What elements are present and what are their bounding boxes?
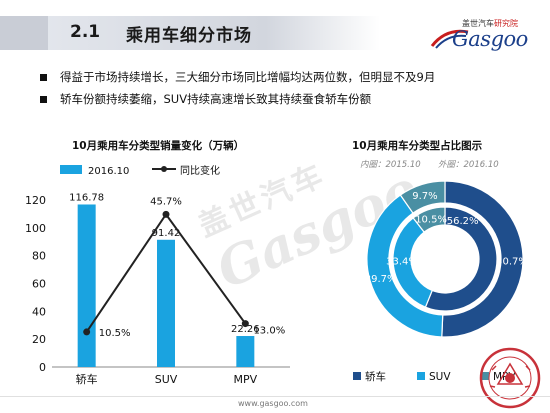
header-left-strip xyxy=(0,16,48,50)
line-value-label: 45.7% xyxy=(150,196,182,207)
outer-slice-label: 50.7% xyxy=(496,256,528,267)
y-tick-label: 20 xyxy=(32,333,46,346)
x-tick-label: 轿车 xyxy=(76,372,98,386)
legend-bar-swatch xyxy=(60,165,82,174)
bullet-item: 轿车份额持续萎缩，SUV持续高速增长致其持续蚕食轿车份额 xyxy=(40,88,435,110)
bar-value-label: 22.26 xyxy=(231,324,260,335)
logo-swoosh-icon xyxy=(430,29,469,49)
inner-slice-label: 10.5% xyxy=(415,214,447,225)
seal-stamp-icon xyxy=(479,347,541,409)
footer-divider xyxy=(0,396,550,397)
donut-subtitle-outer: 外圈：2016.10 xyxy=(438,160,499,170)
legend-line-marker xyxy=(161,166,167,172)
inner-slice-2 xyxy=(412,206,446,233)
page-title: 乘用车细分市场 xyxy=(126,26,252,46)
line-point-1 xyxy=(162,210,170,218)
inner-slice-0 xyxy=(424,206,498,312)
outer-slice-2 xyxy=(399,180,446,214)
logo-cn: 盖世汽车研究院 xyxy=(462,19,518,28)
logo-en: Gasgoo xyxy=(452,27,528,51)
bar-1 xyxy=(157,239,175,367)
y-tick-label: 120 xyxy=(25,194,46,207)
bar-2 xyxy=(236,336,255,367)
legend-bar-label: 2016.10 xyxy=(88,166,129,177)
bar-line-chart: 0 20 40 60 80 100 120 116.78 轿车 91.42 SUV 22.26 MPV 1… xyxy=(25,164,290,386)
line-value-label: 13.0% xyxy=(253,326,285,337)
y-tick-label: 40 xyxy=(32,305,46,318)
donut-legend-label: SUV xyxy=(429,371,451,383)
header-band xyxy=(0,16,380,50)
legend-line-label: 同比变化 xyxy=(180,164,220,177)
donut-chart-title: 10月乘用车分类型占比图示 xyxy=(352,140,483,152)
bar-value-label: 116.78 xyxy=(69,192,104,203)
outer-slice-label: 9.7% xyxy=(412,191,437,202)
line-point-0 xyxy=(83,328,91,336)
y-tick-label: 80 xyxy=(32,250,46,263)
outer-slice-0 xyxy=(441,180,524,338)
y-tick-label: 100 xyxy=(25,222,46,235)
y-tick-label: 0 xyxy=(39,361,46,374)
footer-url: www.gasgoo.com xyxy=(238,399,308,408)
donut-legend-swatch xyxy=(417,372,425,380)
bullet-item: 得益于市场持续增长，三大细分市场同比增幅均达两位数，但明显不及9月 xyxy=(40,66,435,88)
line-point-2 xyxy=(241,320,249,328)
bullet-list: 得益于市场持续增长，三大细分市场同比增幅均达两位数，但明显不及9月 轿车份额持续… xyxy=(40,66,435,110)
inner-slice-label: 56.2% xyxy=(447,216,479,227)
bar-chart-title: 10月乘用车分类型销量变化（万辆） xyxy=(72,140,245,152)
donut-legend-swatch xyxy=(353,372,361,380)
section-number: 2.1 xyxy=(70,22,101,42)
donut-chart: 50.7%39.7%9.7%56.2%33.4%10.5%轿车 SUV MPV xyxy=(353,180,528,383)
donut-legend-swatch xyxy=(481,372,489,380)
donut-legend-label: 轿车 xyxy=(365,370,386,383)
bar-value-label: 91.42 xyxy=(152,228,181,239)
x-tick-label: MPV xyxy=(234,373,258,386)
donut-subtitle-inner: 内圈：2015.10 xyxy=(360,160,421,170)
inner-slice-label: 33.4% xyxy=(386,256,418,267)
outer-slice-label: 39.7% xyxy=(365,274,397,285)
y-tick-label: 60 xyxy=(32,278,46,291)
bar-0 xyxy=(77,204,96,367)
line-value-label: 10.5% xyxy=(99,328,131,339)
x-tick-label: SUV xyxy=(155,373,178,386)
